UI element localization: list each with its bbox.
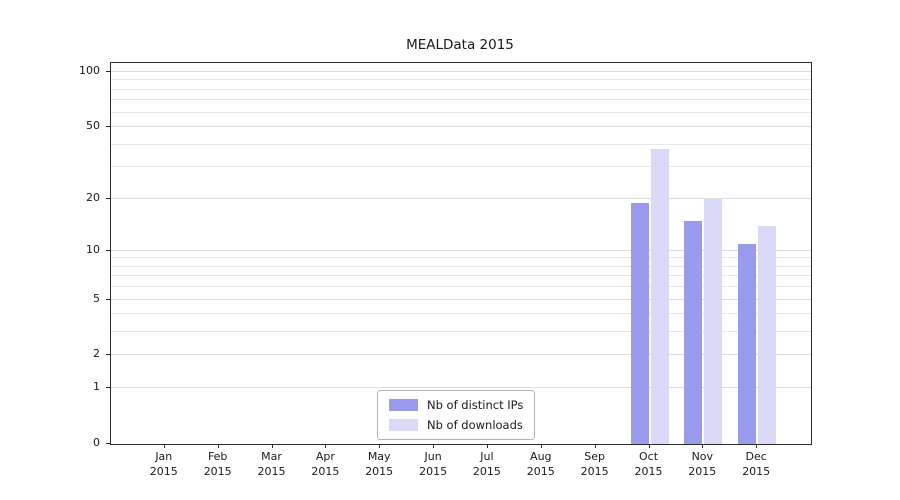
y-tick-label: 0 [93,436,100,449]
y-tick-mark [106,443,110,444]
x-tick-year: 2015 [311,464,340,478]
legend-swatch-distinct-ips [389,399,418,411]
x-tick-label: Jul 2015 [455,450,519,479]
x-tick-year: 2015 [257,464,286,478]
x-tick-year: 2015 [688,464,717,478]
y-tick-mark [106,387,110,389]
y-tick-label: 100 [79,64,100,77]
gridline [111,71,811,72]
x-tick-month: Nov [691,450,714,463]
x-tick-month: Jun [424,450,442,463]
x-tick-label: Nov 2015 [670,450,734,479]
legend-swatch-downloads [389,419,418,431]
gridline [111,111,811,113]
x-tick-mark [433,444,435,448]
x-tick-mark [217,444,219,448]
gridline [111,88,811,90]
gridline [111,331,811,333]
bar-distinct-ips [684,220,703,444]
x-tick-year: 2015 [526,464,555,478]
y-tick-label: 20 [86,190,100,204]
gridline [111,298,811,300]
x-tick-label: Feb 2015 [186,450,250,479]
x-tick-year: 2015 [634,464,663,478]
chart-title: MEALData 2015 [406,37,514,53]
x-tick-mark [756,444,758,448]
legend-label: Nb of downloads [427,418,523,432]
x-tick-year: 2015 [580,464,609,478]
x-tick-month: Aug [530,450,552,463]
x-tick-mark [594,444,596,448]
x-tick-label: Apr 2015 [293,450,357,479]
y-tick-mark [106,298,110,300]
y-tick-mark [106,71,110,72]
x-tick-label: Oct 2015 [617,450,681,479]
gridline [111,286,811,288]
x-tick-year: 2015 [419,464,448,478]
x-tick-mark [648,444,650,448]
plot-area: Nb of distinct IPs Nb of downloads [110,62,812,445]
gridline [111,354,811,356]
gridline [111,143,811,145]
legend-row: Nb of distinct IPs [389,398,523,412]
x-tick-year: 2015 [742,464,771,478]
x-tick-mark [163,444,165,448]
x-tick-mark [325,444,327,448]
x-tick-label: Aug 2015 [509,450,573,479]
y-tick-mark [106,354,110,356]
y-tick-label: 10 [86,242,100,256]
x-tick-year: 2015 [203,464,232,478]
legend-row: Nb of downloads [389,418,523,432]
gridline [111,166,811,168]
x-tick-mark [379,444,381,448]
y-tick-mark [106,197,110,199]
gridline [111,387,811,389]
gridline [111,99,811,101]
y-tick-label: 5 [93,291,100,305]
gridline [111,126,811,128]
y-tick-label: 50 [86,119,100,133]
x-tick-month: May [367,450,391,463]
gridline [111,79,811,81]
x-tick-year: 2015 [149,464,178,478]
x-tick-month: Jul [480,450,494,463]
x-tick-mark [702,444,704,448]
x-tick-month: Mar [261,450,282,463]
x-tick-month: Apr [315,450,335,463]
bar-distinct-ips [630,202,649,444]
y-tick-mark [106,126,110,128]
gridline [111,313,811,315]
x-tick-label: Mar 2015 [240,450,304,479]
bar-downloads [704,198,723,444]
y-tick-mark [106,249,110,251]
gridline [111,265,811,267]
legend-label: Nb of distinct IPs [427,398,524,412]
x-tick-mark [271,444,273,448]
x-tick-month: Feb [207,450,228,463]
x-tick-year: 2015 [365,464,394,478]
x-tick-month: Jan [155,450,173,463]
gridline [111,197,811,199]
x-tick-mark [486,444,488,448]
x-tick-month: Sep [584,450,605,463]
legend: Nb of distinct IPs Nb of downloads [377,390,536,440]
y-tick-label: 2 [93,347,100,361]
gridline [111,257,811,259]
bar-downloads [758,225,777,444]
x-tick-label: Jan 2015 [132,450,196,479]
gridline [111,249,811,251]
gridline [111,275,811,277]
x-tick-mark [540,444,542,448]
x-tick-year: 2015 [472,464,501,478]
x-tick-month: Dec [745,450,767,463]
x-tick-label: May 2015 [347,450,411,479]
bar-distinct-ips [738,243,757,444]
x-tick-label: Jun 2015 [401,450,465,479]
x-tick-month: Oct [638,450,659,463]
bar-downloads [650,148,669,444]
y-tick-label: 1 [93,380,100,394]
x-tick-label: Dec 2015 [724,450,788,479]
x-tick-label: Sep 2015 [563,450,627,479]
